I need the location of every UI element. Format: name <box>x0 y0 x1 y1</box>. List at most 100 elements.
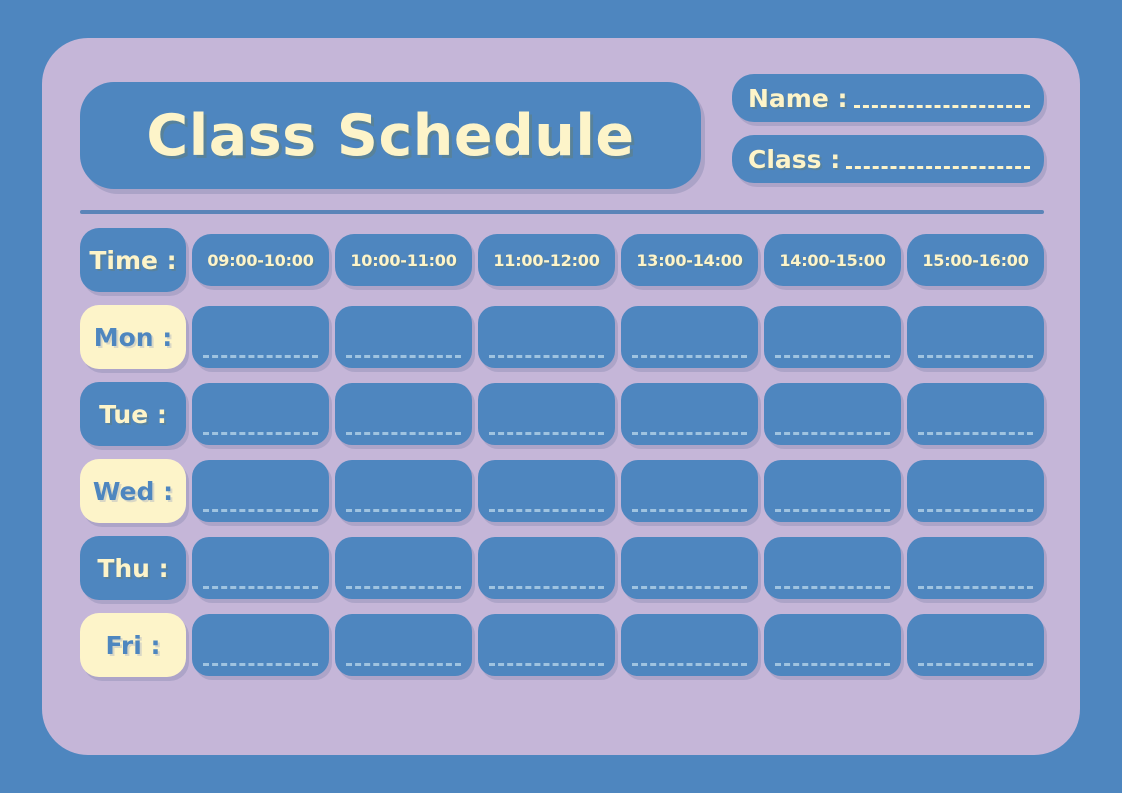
entry-writing-line <box>918 432 1033 435</box>
name-field-writing-line[interactable] <box>853 104 1030 108</box>
entry-writing-line <box>775 355 890 358</box>
entry-writing-line <box>632 355 747 358</box>
entry-writing-line <box>489 663 604 666</box>
entry-writing-line <box>632 586 747 589</box>
entry-mon-3[interactable] <box>478 306 615 368</box>
entry-writing-line <box>632 432 747 435</box>
day-label-fri-text: Fri : <box>105 630 161 660</box>
entry-thu-3[interactable] <box>478 537 615 599</box>
time-slot-2: 10:00-11:00 <box>335 234 472 286</box>
schedule-card: Class Schedule Name : Class : Time : 09:… <box>42 38 1080 755</box>
entry-fri-6[interactable] <box>907 614 1044 676</box>
entry-writing-line <box>203 355 318 358</box>
day-row-wed: Wed : <box>80 459 1044 523</box>
day-label-thu-text: Thu : <box>97 553 169 583</box>
entry-writing-line <box>346 586 461 589</box>
day-label-wed: Wed : <box>80 459 186 523</box>
entry-thu-6[interactable] <box>907 537 1044 599</box>
entry-writing-line <box>775 432 890 435</box>
entry-writing-line <box>346 509 461 512</box>
entry-thu-1[interactable] <box>192 537 329 599</box>
identity-fields: Name : Class : <box>732 74 1044 183</box>
time-slot-6-text: 15:00-16:00 <box>922 250 1029 270</box>
day-label-tue-text: Tue : <box>99 399 167 429</box>
entry-wed-6[interactable] <box>907 460 1044 522</box>
class-field-writing-line[interactable] <box>846 165 1030 169</box>
entry-writing-line <box>918 509 1033 512</box>
day-row-mon: Mon : <box>80 305 1044 369</box>
day-label-fri: Fri : <box>80 613 186 677</box>
entry-writing-line <box>203 509 318 512</box>
entry-wed-1[interactable] <box>192 460 329 522</box>
entry-writing-line <box>489 432 604 435</box>
time-slot-5: 14:00-15:00 <box>764 234 901 286</box>
entry-writing-line <box>918 663 1033 666</box>
name-field[interactable]: Name : <box>732 74 1044 122</box>
entry-tue-2[interactable] <box>335 383 472 445</box>
entry-tue-5[interactable] <box>764 383 901 445</box>
header: Class Schedule Name : Class : <box>80 74 1044 198</box>
entry-writing-line <box>346 355 461 358</box>
entry-thu-5[interactable] <box>764 537 901 599</box>
entry-fri-5[interactable] <box>764 614 901 676</box>
page-title: Class Schedule <box>80 82 701 189</box>
time-header-label-text: Time : <box>89 245 177 275</box>
day-label-thu: Thu : <box>80 536 186 600</box>
entry-writing-line <box>775 586 890 589</box>
page-title-text: Class Schedule <box>146 102 635 169</box>
entry-tue-1[interactable] <box>192 383 329 445</box>
header-divider <box>80 210 1044 214</box>
time-slot-1-text: 09:00-10:00 <box>207 250 314 270</box>
entry-tue-3[interactable] <box>478 383 615 445</box>
entry-writing-line <box>203 586 318 589</box>
entry-wed-2[interactable] <box>335 460 472 522</box>
entry-writing-line <box>346 432 461 435</box>
time-slot-3: 11:00-12:00 <box>478 234 615 286</box>
entry-tue-4[interactable] <box>621 383 758 445</box>
day-label-mon: Mon : <box>80 305 186 369</box>
entry-writing-line <box>489 586 604 589</box>
entry-thu-2[interactable] <box>335 537 472 599</box>
day-label-mon-text: Mon : <box>93 322 173 352</box>
entry-wed-5[interactable] <box>764 460 901 522</box>
entry-wed-3[interactable] <box>478 460 615 522</box>
entry-writing-line <box>775 509 890 512</box>
entry-writing-line <box>918 586 1033 589</box>
entry-fri-4[interactable] <box>621 614 758 676</box>
time-slot-3-text: 11:00-12:00 <box>493 250 600 270</box>
entry-fri-3[interactable] <box>478 614 615 676</box>
entry-mon-6[interactable] <box>907 306 1044 368</box>
entry-writing-line <box>489 355 604 358</box>
time-header-row: Time : 09:00-10:00 10:00-11:00 11:00-12:… <box>80 228 1044 292</box>
entry-mon-5[interactable] <box>764 306 901 368</box>
entry-wed-4[interactable] <box>621 460 758 522</box>
day-label-wed-text: Wed : <box>92 476 174 506</box>
day-row-tue: Tue : <box>80 382 1044 446</box>
class-field-label: Class : <box>748 144 841 174</box>
time-slot-2-text: 10:00-11:00 <box>350 250 457 270</box>
schedule-grid: Time : 09:00-10:00 10:00-11:00 11:00-12:… <box>80 228 1044 677</box>
entry-writing-line <box>346 663 461 666</box>
day-label-tue: Tue : <box>80 382 186 446</box>
entry-mon-4[interactable] <box>621 306 758 368</box>
time-slot-4: 13:00-14:00 <box>621 234 758 286</box>
day-row-thu: Thu : <box>80 536 1044 600</box>
entry-tue-6[interactable] <box>907 383 1044 445</box>
entry-fri-1[interactable] <box>192 614 329 676</box>
entry-writing-line <box>489 509 604 512</box>
time-slot-4-text: 13:00-14:00 <box>636 250 743 270</box>
day-row-fri: Fri : <box>80 613 1044 677</box>
entry-writing-line <box>203 432 318 435</box>
time-slot-6: 15:00-16:00 <box>907 234 1044 286</box>
time-header-label: Time : <box>80 228 186 292</box>
entry-writing-line <box>918 355 1033 358</box>
entry-writing-line <box>203 663 318 666</box>
time-slot-5-text: 14:00-15:00 <box>779 250 886 270</box>
time-slot-1: 09:00-10:00 <box>192 234 329 286</box>
entry-mon-1[interactable] <box>192 306 329 368</box>
class-field[interactable]: Class : <box>732 135 1044 183</box>
entry-mon-2[interactable] <box>335 306 472 368</box>
entry-thu-4[interactable] <box>621 537 758 599</box>
entry-writing-line <box>632 663 747 666</box>
entry-fri-2[interactable] <box>335 614 472 676</box>
